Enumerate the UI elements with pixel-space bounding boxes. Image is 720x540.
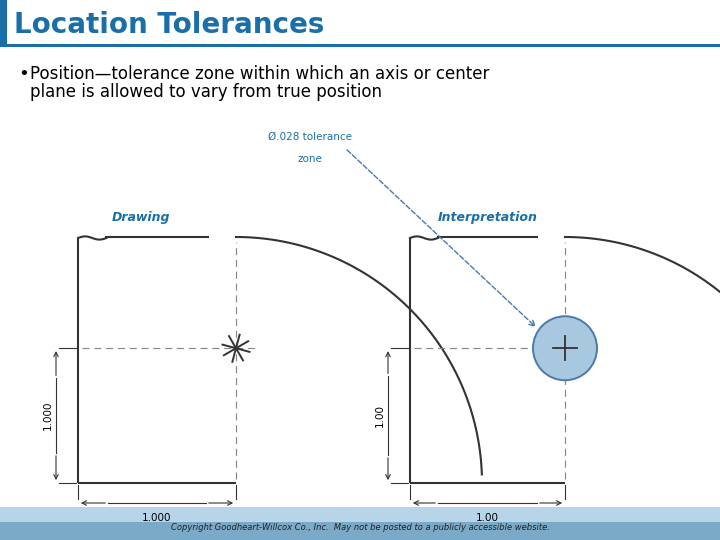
Text: Copyright Goodheart-Willcox Co., Inc.  May not be posted to a publicly accessibl: Copyright Goodheart-Willcox Co., Inc. Ma… bbox=[171, 523, 549, 532]
Text: 1.000: 1.000 bbox=[143, 513, 172, 523]
Circle shape bbox=[533, 316, 597, 380]
Bar bbox=[0, 507, 720, 522]
Bar bbox=[0, 44, 720, 47]
Text: Position—tolerance zone within which an axis or center: Position—tolerance zone within which an … bbox=[30, 65, 490, 83]
Text: Location Tolerances: Location Tolerances bbox=[14, 11, 325, 39]
Text: plane is allowed to vary from true position: plane is allowed to vary from true posit… bbox=[30, 83, 382, 101]
Text: zone: zone bbox=[297, 154, 323, 164]
Text: 1.000: 1.000 bbox=[43, 401, 53, 430]
Text: •: • bbox=[18, 65, 29, 83]
Text: 1.00: 1.00 bbox=[375, 404, 385, 427]
Text: Ø.028 tolerance: Ø.028 tolerance bbox=[268, 132, 352, 142]
Bar bbox=[0, 512, 720, 540]
Text: Interpretation: Interpretation bbox=[438, 211, 537, 224]
Text: 1.00: 1.00 bbox=[476, 513, 499, 523]
Text: Drawing: Drawing bbox=[112, 211, 171, 224]
Bar bbox=[0, 0, 7, 45]
